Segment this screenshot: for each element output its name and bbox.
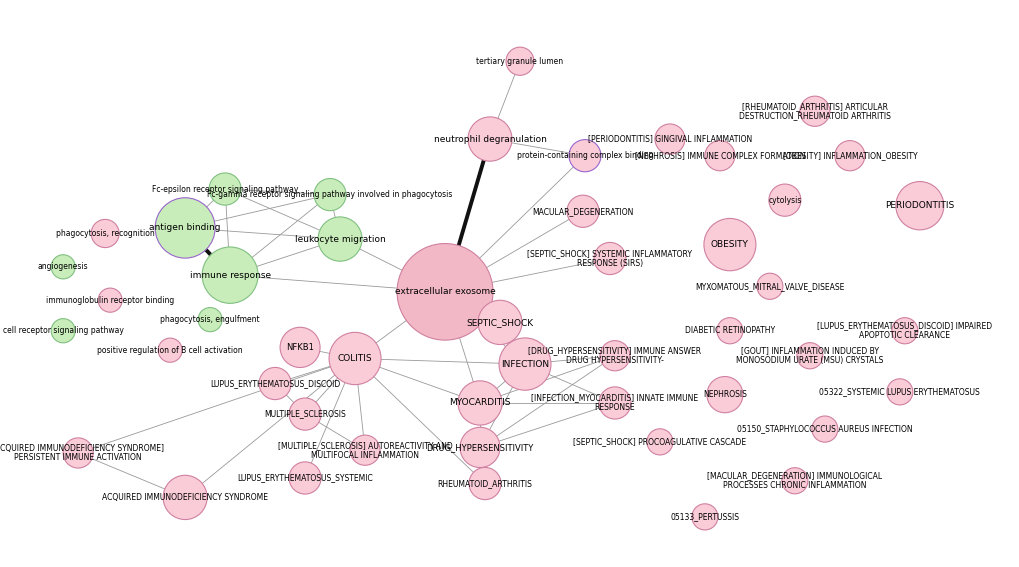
Text: LUPUS_ERYTHEMATOSUS_SYSTEMIC: LUPUS_ERYTHEMATOSUS_SYSTEMIC [237,473,373,483]
Text: DIABETIC RETINOPATHY: DIABETIC RETINOPATHY [684,326,774,335]
Ellipse shape [318,217,362,261]
Ellipse shape [598,387,631,419]
Text: antigen binding: antigen binding [149,223,221,232]
Text: cytolysis: cytolysis [767,196,801,205]
Ellipse shape [91,219,119,248]
Ellipse shape [756,273,783,299]
Text: extracellular exosome: extracellular exosome [394,287,495,297]
Ellipse shape [704,141,734,171]
Text: [SEPTIC_SHOCK] SYSTEMIC INFLAMMATORY
RESPONSE (SIRS): [SEPTIC_SHOCK] SYSTEMIC INFLAMMATORY RES… [527,249,692,268]
Ellipse shape [796,342,822,369]
Ellipse shape [259,367,290,400]
Text: MYOCARDITIS: MYOCARDITIS [448,399,511,408]
Text: PERIODONTITIS: PERIODONTITIS [884,201,954,210]
Text: NEPHROSIS: NEPHROSIS [702,390,746,399]
Text: [PERIODONTITIS] GINGIVAL INFLAMMATION: [PERIODONTITIS] GINGIVAL INFLAMMATION [587,134,751,143]
Text: RHEUMATOID_ARTHRITIS: RHEUMATOID_ARTHRITIS [437,479,532,488]
Ellipse shape [280,327,320,367]
Text: ACQUIRED IMMUNODEFICIENCY SYNDROME: ACQUIRED IMMUNODEFICIENCY SYNDROME [102,493,268,502]
Ellipse shape [158,338,182,362]
Text: COLITIS: COLITIS [337,354,372,363]
Text: [RHEUMATOID_ARTHRITIS] ARTICULAR
DESTRUCTION_RHEUMATOID ARTHRITIS: [RHEUMATOID_ARTHRITIS] ARTICULAR DESTRUC… [738,102,890,121]
Text: [SEPTIC_SHOCK] PROCOAGULATIVE CASCADE: [SEPTIC_SHOCK] PROCOAGULATIVE CASCADE [573,437,746,446]
Text: tertiary granule lumen: tertiary granule lumen [476,57,564,66]
Ellipse shape [478,301,522,345]
Ellipse shape [458,381,501,425]
Text: NFKB1: NFKB1 [286,343,314,352]
Text: 05150_STAPHYLOCOCCUS AUREUS INFECTION: 05150_STAPHYLOCOCCUS AUREUS INFECTION [737,425,912,434]
Ellipse shape [314,179,345,211]
Ellipse shape [895,181,943,230]
Text: Fc-gamma receptor signaling pathway involved in phagocytosis: Fc-gamma receptor signaling pathway invo… [207,190,452,199]
Text: MACULAR_DEGENERATION: MACULAR_DEGENERATION [532,207,633,216]
Ellipse shape [163,475,207,519]
Ellipse shape [811,416,837,442]
Text: leukocyte migration: leukocyte migration [294,235,385,244]
Ellipse shape [288,398,321,430]
Text: SEPTIC_SHOCK: SEPTIC_SHOCK [466,318,533,327]
Ellipse shape [799,96,829,126]
Ellipse shape [460,428,499,468]
Text: protein-containing complex binding: protein-containing complex binding [516,151,653,160]
Text: 05133_PERTUSSIS: 05133_PERTUSSIS [669,513,739,522]
Ellipse shape [288,462,321,494]
Ellipse shape [716,318,742,344]
Text: neutrophil degranulation: neutrophil degranulation [433,134,546,143]
Text: LUPUS_ERYTHEMATOSUS_DISCOID: LUPUS_ERYTHEMATOSUS_DISCOID [210,379,340,388]
Text: [MACULAR_DEGENERATION] IMMUNOLOGICAL
PROCESSES CHRONIC INFLAMMATION: [MACULAR_DEGENERATION] IMMUNOLOGICAL PRO… [706,471,881,490]
Ellipse shape [468,117,512,161]
Text: phagocytosis, recognition: phagocytosis, recognition [56,229,155,238]
Ellipse shape [51,319,75,343]
Ellipse shape [768,184,800,216]
Text: [LUPUS_ERYTHEMATOSUS_DISCOID] IMPAIRED
APOPTOTIC CLEARANCE: [LUPUS_ERYTHEMATOSUS_DISCOID] IMPAIRED A… [816,321,991,340]
Text: OBESITY: OBESITY [710,240,748,249]
Ellipse shape [691,504,717,530]
Text: Fc-epsilon receptor signaling pathway: Fc-epsilon receptor signaling pathway [152,184,298,193]
Ellipse shape [396,244,492,340]
Text: angiogenesis: angiogenesis [38,263,89,272]
Ellipse shape [209,173,240,205]
Ellipse shape [886,379,912,405]
Text: 05322_SYSTEMIC LUPUS ERYTHEMATOSUS: 05322_SYSTEMIC LUPUS ERYTHEMATOSUS [818,387,979,396]
Text: [NEPHROSIS] IMMUNE COMPLEX FORMATION: [NEPHROSIS] IMMUNE COMPLEX FORMATION [634,151,804,160]
Text: [OBESITY] INFLAMMATION_OBESITY: [OBESITY] INFLAMMATION_OBESITY [782,151,916,160]
Ellipse shape [599,341,630,371]
Ellipse shape [202,247,258,303]
Ellipse shape [569,139,600,172]
Ellipse shape [155,198,215,258]
Text: MYXOMATOUS_MITRAL_VALVE_DISEASE: MYXOMATOUS_MITRAL_VALVE_DISEASE [695,282,844,291]
Text: immune response: immune response [190,270,270,280]
Text: [GOUT] INFLAMMATION INDUCED BY
MONOSODIUM URATE (MSU) CRYSTALS: [GOUT] INFLAMMATION INDUCED BY MONOSODIU… [736,346,882,365]
Text: positive regulation of B cell activation: positive regulation of B cell activation [97,346,243,355]
Ellipse shape [891,318,917,344]
Ellipse shape [505,47,534,75]
Ellipse shape [706,376,742,413]
Ellipse shape [198,307,222,332]
Ellipse shape [63,438,93,468]
Text: [DRUG_HYPERSENSITIVITY] IMMUNE ANSWER
DRUG HYPERSENSITIVITY-: [DRUG_HYPERSENSITIVITY] IMMUNE ANSWER DR… [528,346,701,365]
Ellipse shape [498,338,550,390]
Text: MULTIPLE_SCLEROSIS: MULTIPLE_SCLEROSIS [264,409,345,418]
Ellipse shape [469,467,500,500]
Ellipse shape [593,243,626,274]
Text: immunoglobulin receptor binding: immunoglobulin receptor binding [46,295,174,304]
Ellipse shape [51,255,75,279]
Text: [ACQUIRED IMMUNODEFICIENCY SYNDROME]
PERSISTENT IMMUNE ACTIVATION: [ACQUIRED IMMUNODEFICIENCY SYNDROME] PER… [0,443,164,462]
Ellipse shape [646,429,673,455]
Ellipse shape [98,288,122,312]
Text: cell receptor signaling pathway: cell receptor signaling pathway [3,326,123,335]
Ellipse shape [782,468,807,494]
Ellipse shape [654,124,685,154]
Ellipse shape [350,435,380,466]
Text: INFECTION: INFECTION [500,359,548,369]
Text: DRUG_HYPERSENSITIVITY: DRUG_HYPERSENSITIVITY [426,443,533,452]
Ellipse shape [567,195,598,227]
Text: [MULTIPLE_SCLEROSIS] AUTOREACTIVITY AND
MULTIFOCAL INFLAMMATION: [MULTIPLE_SCLEROSIS] AUTOREACTIVITY AND … [277,441,452,459]
Ellipse shape [703,218,755,271]
Ellipse shape [329,332,381,384]
Ellipse shape [834,141,864,171]
Text: [INFECTION_MYOCARDITIS] INNATE IMMUNE
RESPONSE: [INFECTION_MYOCARDITIS] INNATE IMMUNE RE… [531,393,698,412]
Text: phagocytosis, engulfment: phagocytosis, engulfment [160,315,260,324]
